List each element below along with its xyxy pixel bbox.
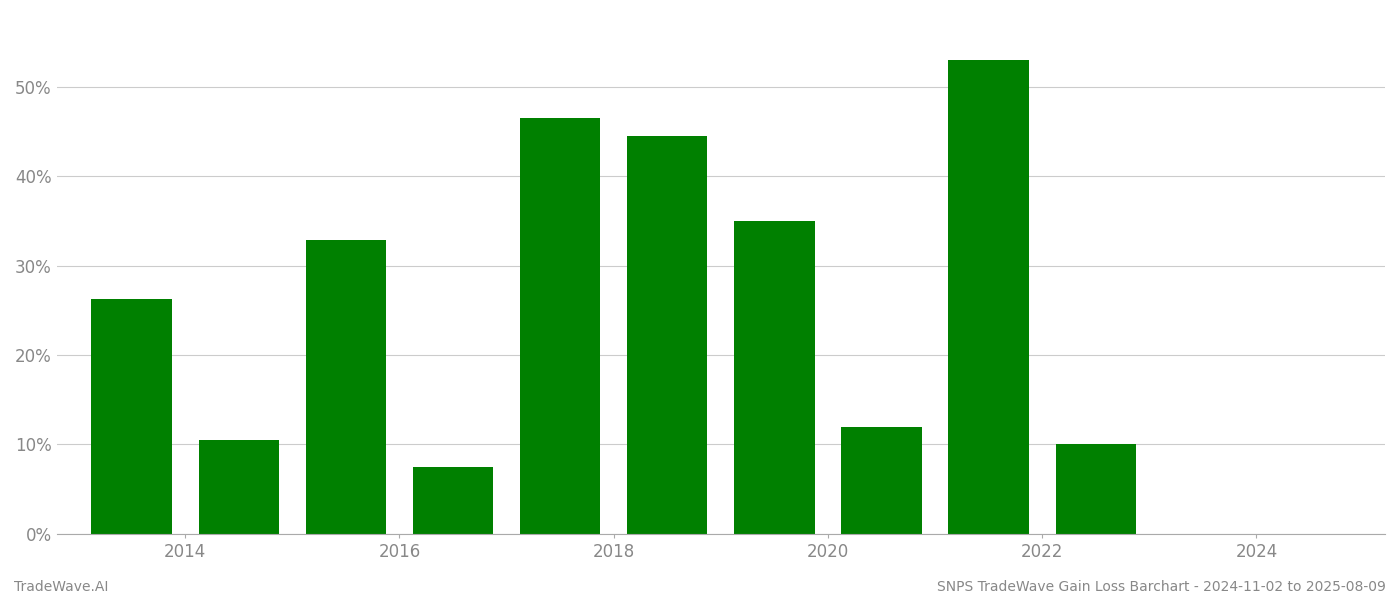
Bar <box>519 118 601 534</box>
Text: SNPS TradeWave Gain Loss Barchart - 2024-11-02 to 2025-08-09: SNPS TradeWave Gain Loss Barchart - 2024… <box>937 580 1386 594</box>
Bar <box>199 440 279 534</box>
Bar <box>305 241 386 534</box>
Bar <box>91 299 172 534</box>
Bar <box>1056 445 1135 534</box>
Bar <box>413 467 493 534</box>
Bar <box>734 221 815 534</box>
Bar <box>948 60 1029 534</box>
Text: TradeWave.AI: TradeWave.AI <box>14 580 108 594</box>
Bar <box>627 136 707 534</box>
Bar <box>841 427 921 534</box>
